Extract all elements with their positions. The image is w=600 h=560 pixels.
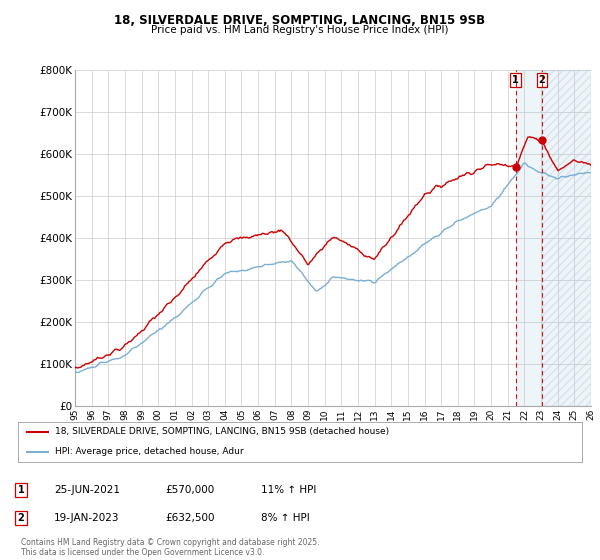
Text: 25-JUN-2021: 25-JUN-2021: [54, 485, 120, 495]
Text: 8% ↑ HPI: 8% ↑ HPI: [261, 513, 310, 523]
Bar: [516, 70, 591, 406]
Text: 19-JAN-2023: 19-JAN-2023: [54, 513, 119, 523]
Text: Price paid vs. HM Land Registry's House Price Index (HPI): Price paid vs. HM Land Registry's House …: [151, 25, 449, 35]
Text: 18, SILVERDALE DRIVE, SOMPTING, LANCING, BN15 9SB (detached house): 18, SILVERDALE DRIVE, SOMPTING, LANCING,…: [55, 427, 389, 436]
Text: 18, SILVERDALE DRIVE, SOMPTING, LANCING, BN15 9SB: 18, SILVERDALE DRIVE, SOMPTING, LANCING,…: [115, 14, 485, 27]
Text: £632,500: £632,500: [165, 513, 215, 523]
Text: 1: 1: [512, 75, 519, 85]
Text: £570,000: £570,000: [165, 485, 214, 495]
Text: 2: 2: [539, 75, 545, 85]
Text: HPI: Average price, detached house, Adur: HPI: Average price, detached house, Adur: [55, 447, 243, 456]
Text: Contains HM Land Registry data © Crown copyright and database right 2025.
This d: Contains HM Land Registry data © Crown c…: [21, 538, 320, 557]
Text: 1: 1: [17, 485, 25, 495]
Text: 11% ↑ HPI: 11% ↑ HPI: [261, 485, 316, 495]
Text: 2: 2: [17, 513, 25, 523]
